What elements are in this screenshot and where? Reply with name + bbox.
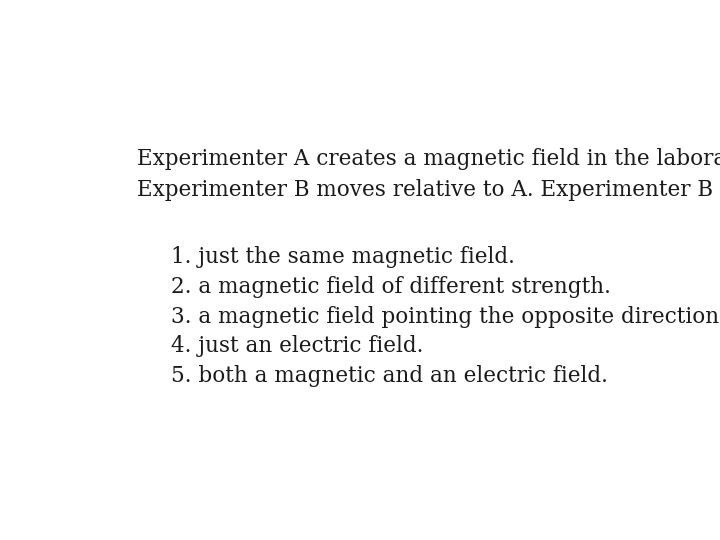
Text: 1. just the same magnetic field.: 1. just the same magnetic field. — [171, 246, 515, 268]
Text: 3. a magnetic field pointing the opposite direction.: 3. a magnetic field pointing the opposit… — [171, 306, 720, 328]
Text: 4. just an electric field.: 4. just an electric field. — [171, 335, 423, 357]
Text: Experimenter B moves relative to A. Experimenter B sees: Experimenter B moves relative to A. Expe… — [138, 179, 720, 201]
Text: Experimenter A creates a magnetic field in the laboratory.: Experimenter A creates a magnetic field … — [138, 148, 720, 170]
Text: 5. both a magnetic and an electric field.: 5. both a magnetic and an electric field… — [171, 366, 608, 387]
Text: 2. a magnetic field of different strength.: 2. a magnetic field of different strengt… — [171, 275, 611, 298]
